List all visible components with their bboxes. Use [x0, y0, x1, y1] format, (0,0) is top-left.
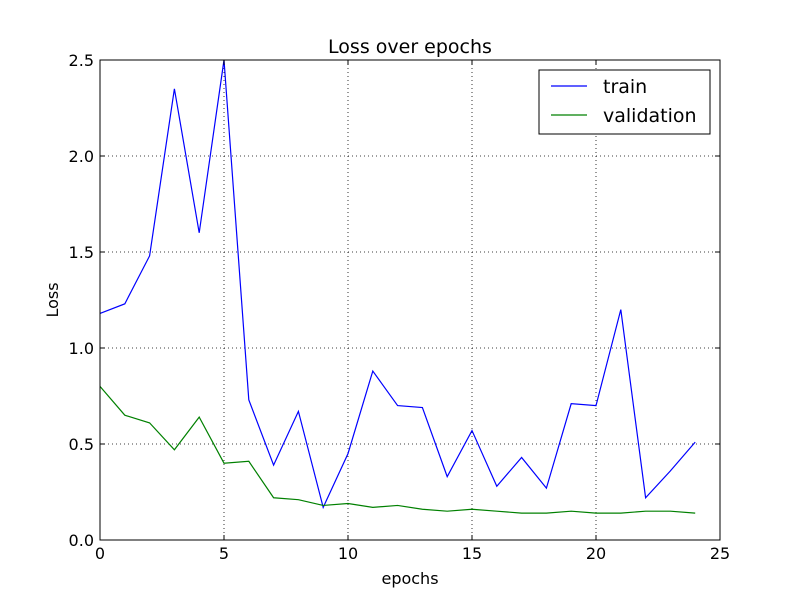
x-tick-label: 5: [219, 544, 229, 563]
legend: train validation: [538, 69, 711, 135]
y-axis-title: Loss: [43, 282, 62, 317]
y-tick-label: 2.0: [69, 147, 94, 166]
x-tick-label: 20: [586, 544, 606, 563]
series-layer: [99, 59, 696, 514]
x-tick-label: 10: [338, 544, 358, 563]
y-tick-label: 0.0: [69, 531, 94, 550]
series-line-train: [99, 59, 696, 510]
x-tick-label: 25: [710, 544, 730, 563]
y-tick-label: 1.5: [69, 243, 94, 262]
ticks: 0 5 10 15 20 25 0.0 0.5 1.0 1.5 2.0 2.5: [69, 51, 731, 563]
legend-label-train: train: [603, 76, 647, 98]
plot-frame: [99, 59, 721, 541]
x-tick-label: 0: [95, 544, 105, 563]
series-line-validation: [99, 386, 696, 514]
y-tick-label: 0.5: [69, 435, 94, 454]
x-tick-label: 15: [462, 544, 482, 563]
legend-label-validation: validation: [603, 105, 697, 127]
x-axis-title: epochs: [381, 569, 438, 588]
chart-title: Loss over epochs: [328, 36, 492, 58]
grid: [100, 60, 720, 540]
legend-box: [538, 69, 711, 135]
y-tick-label: 2.5: [69, 51, 94, 70]
y-tick-label: 1.0: [69, 339, 94, 358]
